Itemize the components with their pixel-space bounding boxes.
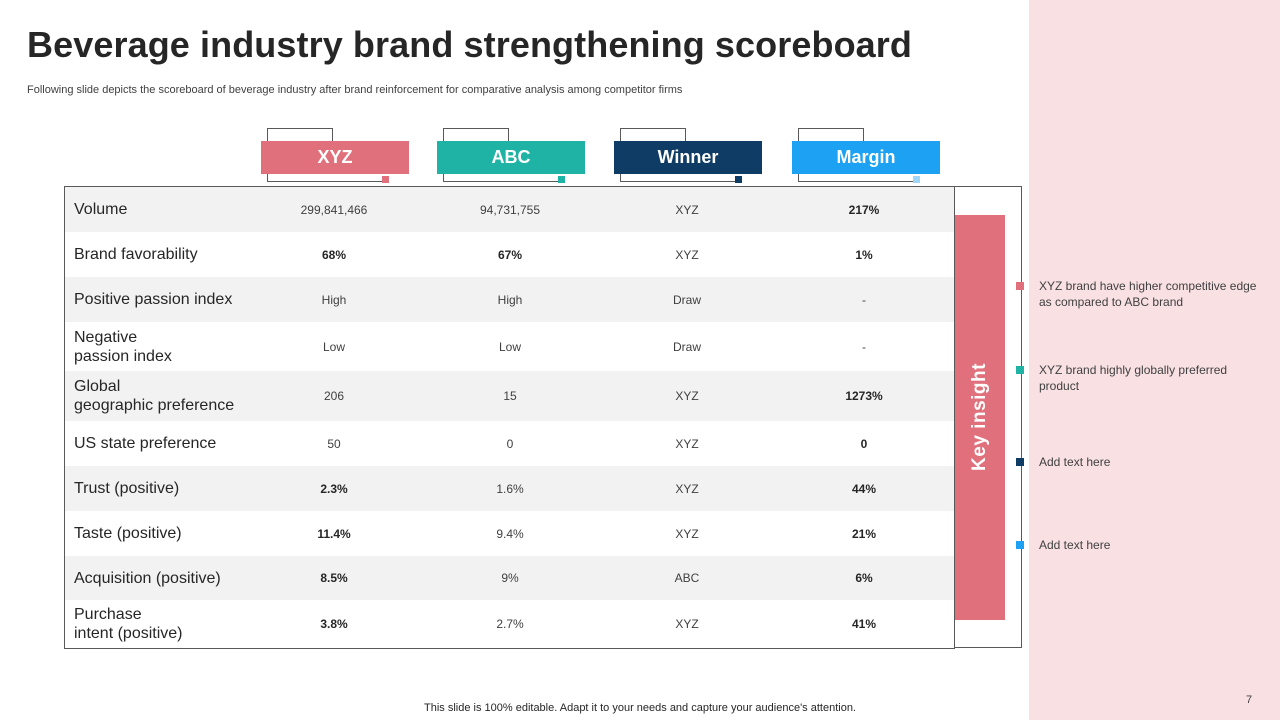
cell-winner: XYZ <box>675 436 699 451</box>
cell-winner: XYZ <box>675 481 699 496</box>
column-header-xyz: XYZ <box>261 128 411 184</box>
cell-xyz: 50 <box>327 436 341 451</box>
cell-winner: XYZ <box>675 247 699 262</box>
row-label: Acquisition (positive) <box>74 569 221 587</box>
header-frame <box>443 128 509 141</box>
cell-margin: 41% <box>851 617 877 631</box>
cell-abc: 67% <box>497 247 523 262</box>
cell-abc: 94,731,755 <box>479 202 541 217</box>
table-row: Global geographic preference 206 15 XYZ … <box>65 371 954 421</box>
key-insight-bracket <box>955 186 1022 648</box>
table-row: Brand favorability 68% 67% XYZ 1% <box>65 232 954 277</box>
row-label: Volume <box>74 201 128 218</box>
row-label: Positive passion index <box>74 291 233 308</box>
cell-abc: Low <box>498 339 521 354</box>
cell-abc: 15 <box>503 389 517 403</box>
row-label: Trust (positive) <box>74 480 180 497</box>
bullet-square-icon <box>1016 458 1024 466</box>
column-header-abc: ABC <box>437 128 587 184</box>
insight-text: XYZ brand have higher competitive edge a… <box>1039 279 1257 309</box>
insight-text: Add text here <box>1039 538 1111 552</box>
column-label-margin: Margin <box>792 141 940 174</box>
table-row: Trust (positive) 2.3% 1.6% XYZ 44% <box>65 466 954 511</box>
header-frame <box>620 174 742 182</box>
cell-xyz: 68% <box>321 247 347 262</box>
cell-abc: 2.7% <box>496 617 524 631</box>
bullet-square-icon <box>1016 541 1024 549</box>
header-frame <box>443 174 565 182</box>
cell-xyz: 3.8% <box>320 617 348 631</box>
cell-margin: 21% <box>851 526 877 541</box>
column-header-margin: Margin <box>792 128 942 184</box>
row-label: Purchase intent (positive) <box>74 606 183 642</box>
key-insight-heading: Key insight <box>969 363 990 471</box>
cell-winner: Draw <box>672 292 701 307</box>
header-frame <box>798 174 920 182</box>
table-row: Volume 299,841,466 94,731,755 XYZ 217% <box>65 187 954 232</box>
header-frame <box>267 174 389 182</box>
footer-note: This slide is 100% editable. Adapt it to… <box>424 702 856 714</box>
cell-winner: XYZ <box>675 389 699 403</box>
table-row: US state preference 50 0 XYZ 0 <box>65 421 954 466</box>
column-label-xyz: XYZ <box>261 141 409 174</box>
header-frame <box>267 128 333 141</box>
header-marker <box>913 176 920 183</box>
page-subtitle: Following slide depicts the scoreboard o… <box>27 84 683 96</box>
header-frame <box>798 128 864 141</box>
table-row: Taste (positive) 11.4% 9.4% XYZ 21% <box>65 511 954 556</box>
cell-winner: XYZ <box>675 617 699 631</box>
page-title: Beverage industry brand strengthening sc… <box>27 24 912 65</box>
cell-xyz: 8.5% <box>320 571 348 585</box>
cell-margin: - <box>862 292 866 307</box>
header-marker <box>558 176 565 183</box>
row-label: Global geographic preference <box>74 378 235 414</box>
insight-text: Add text here <box>1039 455 1111 469</box>
insight-text: XYZ brand highly globally preferred prod… <box>1039 363 1228 393</box>
cell-abc: 1.6% <box>496 481 524 496</box>
row-label: Taste (positive) <box>74 525 182 542</box>
cell-margin: - <box>862 339 866 354</box>
cell-margin: 1% <box>855 247 873 262</box>
row-label: Negative passion index <box>74 328 172 365</box>
column-label-winner: Winner <box>614 141 762 174</box>
bullet-square-icon <box>1016 366 1024 374</box>
column-header-winner: Winner <box>614 128 764 184</box>
cell-abc: 0 <box>506 436 514 451</box>
table-row: Purchase intent (positive) 3.8% 2.7% XYZ… <box>65 600 954 648</box>
cell-margin: 1273% <box>845 389 883 403</box>
cell-xyz: 2.3% <box>320 481 348 496</box>
bullet-square-icon <box>1016 282 1024 290</box>
cell-xyz: High <box>321 292 347 307</box>
cell-margin: 44% <box>851 481 877 496</box>
cell-abc: High <box>497 292 523 307</box>
table-row: Acquisition (positive) 8.5% 9% ABC 6% <box>65 556 954 600</box>
right-side-panel <box>1029 0 1280 720</box>
cell-winner: XYZ <box>675 202 699 217</box>
cell-margin: 217% <box>848 202 880 217</box>
cell-winner: XYZ <box>675 526 699 541</box>
cell-margin: 0 <box>860 436 868 451</box>
header-marker <box>735 176 742 183</box>
cell-abc: 9.4% <box>496 526 524 541</box>
page-number: 7 <box>1246 694 1253 706</box>
cell-winner: Draw <box>672 339 701 354</box>
key-insight-box <box>955 215 1005 620</box>
cell-margin: 6% <box>855 571 873 585</box>
scoreboard-table: Volume 299,841,466 94,731,755 XYZ 217% B… <box>64 186 955 649</box>
row-label: US state preference <box>74 435 217 452</box>
cell-xyz: 11.4% <box>317 526 351 541</box>
header-frame <box>620 128 686 141</box>
row-label: Brand favorability <box>74 246 198 263</box>
header-marker <box>382 176 389 183</box>
cell-abc: 9% <box>501 571 519 585</box>
cell-xyz: 206 <box>323 389 345 403</box>
table-row: Positive passion index High High Draw - <box>65 277 954 322</box>
column-label-abc: ABC <box>437 141 585 174</box>
table-row: Negative passion index Low Low Draw - <box>65 322 954 371</box>
cell-xyz: Low <box>322 339 345 354</box>
cell-winner: ABC <box>674 571 700 585</box>
cell-xyz: 299,841,466 <box>300 202 368 217</box>
